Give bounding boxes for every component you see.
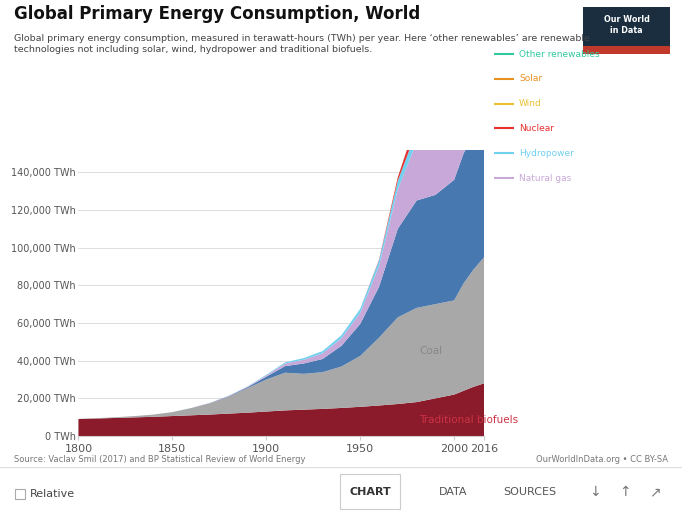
Text: Solar: Solar <box>519 74 542 84</box>
Text: Relative: Relative <box>30 489 75 499</box>
Text: ↗: ↗ <box>649 485 661 499</box>
Bar <box>583 45 670 54</box>
Text: Nuclear: Nuclear <box>519 124 554 133</box>
Text: Global Primary Energy Consumption, World: Global Primary Energy Consumption, World <box>14 5 420 23</box>
Text: Natural gas: Natural gas <box>519 173 572 183</box>
Text: Crude oil: Crude oil <box>419 271 466 281</box>
Text: CHART: CHART <box>349 487 391 497</box>
Text: Other renewables: Other renewables <box>519 50 599 59</box>
Text: Global primary energy consumption, measured in terawatt-hours (TWh) per year. He: Global primary energy consumption, measu… <box>14 34 589 54</box>
Text: Wind: Wind <box>519 99 542 108</box>
Text: ↑: ↑ <box>619 485 631 499</box>
Text: Coal: Coal <box>419 346 443 356</box>
Text: Traditional biofuels: Traditional biofuels <box>419 414 518 425</box>
Text: ↓: ↓ <box>589 485 601 499</box>
Text: SOURCES: SOURCES <box>503 487 557 497</box>
Text: OurWorldInData.org • CC BY-SA: OurWorldInData.org • CC BY-SA <box>536 455 668 464</box>
Bar <box>15 489 25 499</box>
Text: Hydropower: Hydropower <box>519 149 574 158</box>
Text: Source: Vaclav Smil (2017) and BP Statistical Review of World Energy: Source: Vaclav Smil (2017) and BP Statis… <box>14 455 305 464</box>
Text: Our World
in Data: Our World in Data <box>604 14 650 35</box>
Text: DATA: DATA <box>439 487 467 497</box>
Bar <box>340 474 400 509</box>
